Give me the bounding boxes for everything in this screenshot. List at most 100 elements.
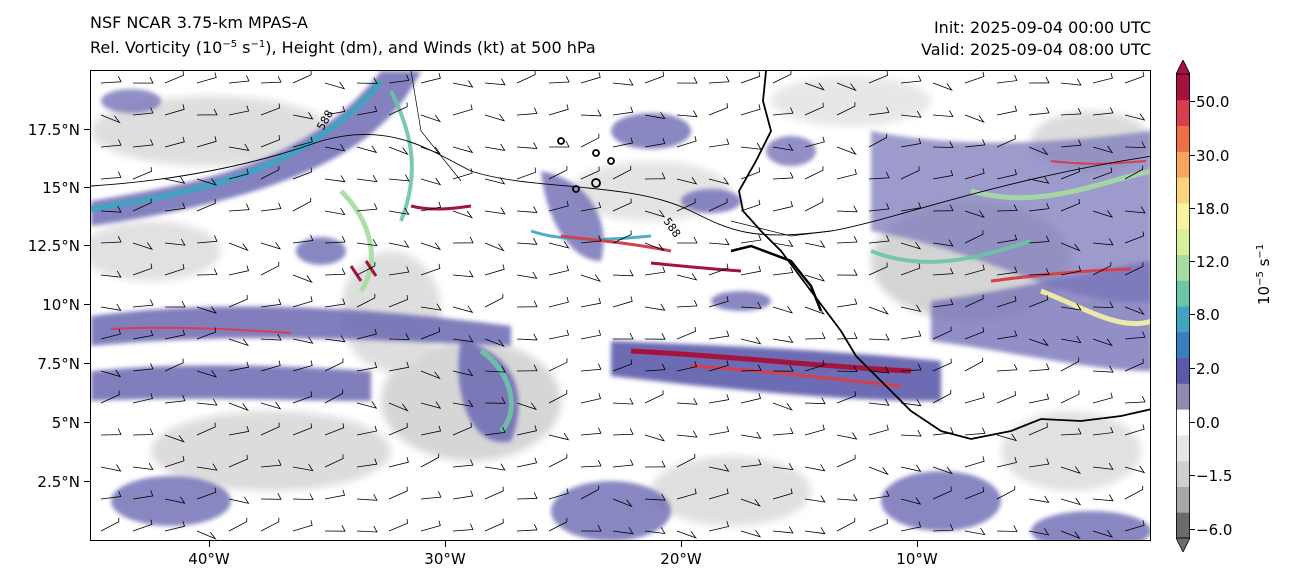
- wind-barb: [356, 458, 378, 468]
- wind-barb: [196, 487, 217, 500]
- wind-barb: [996, 204, 1018, 212]
- wind-barb: [228, 425, 250, 436]
- wind-barb: [932, 110, 954, 118]
- wind-barb: [804, 464, 826, 472]
- wind-barb: [548, 453, 568, 468]
- wind-barb: [260, 165, 280, 180]
- wind-barb: [1092, 462, 1114, 470]
- wind-barb: [1028, 146, 1049, 156]
- wind-barb: [932, 389, 952, 404]
- wind-barb: [1028, 363, 1050, 372]
- colorbar-segment: [1176, 177, 1190, 204]
- colorbar-tick-label: −1.5: [1196, 467, 1233, 485]
- colorbar-segment: [1176, 74, 1190, 101]
- wind-barb: [292, 493, 314, 501]
- wind-barb: [996, 266, 1018, 276]
- wind-barb: [484, 264, 505, 276]
- wind-barb: [900, 330, 922, 340]
- wind-barb: [292, 463, 314, 472]
- colorbar-tick-mark: [1189, 368, 1195, 369]
- wind-barb: [964, 392, 985, 404]
- border: [410, 71, 462, 182]
- wind-barb: [1092, 107, 1114, 116]
- wind-barb: [1124, 358, 1144, 372]
- wind-barb: [324, 298, 346, 308]
- wind-barb: [324, 489, 346, 500]
- wind-barb: [644, 493, 666, 501]
- wind-barb: [324, 207, 346, 216]
- lat-tick-mark: [84, 363, 90, 364]
- wind-barb: [996, 234, 1018, 244]
- wind-barb: [196, 306, 218, 314]
- wind-barb: [612, 78, 634, 86]
- wind-barb: [132, 519, 153, 532]
- wind-barb: [356, 293, 376, 308]
- wind-barb: [868, 490, 890, 500]
- wind-barb: [676, 136, 697, 148]
- wind-barb: [836, 236, 858, 244]
- wind-barb: [260, 459, 282, 468]
- wind-barb: [548, 517, 568, 532]
- wind-barb: [516, 523, 538, 532]
- wind-barb: [132, 242, 154, 250]
- wind-barb: [740, 393, 762, 404]
- wind-barb: [452, 80, 474, 88]
- wind-barb: [676, 76, 698, 84]
- colorbar-extend-min: [1176, 537, 1190, 552]
- wind-barb: [1060, 107, 1082, 116]
- wind-barb: [388, 422, 408, 436]
- wind-barb: [1092, 392, 1113, 404]
- wind-barb: [100, 205, 122, 213]
- wind-barb: [932, 141, 954, 148]
- wind-barb: [548, 389, 568, 404]
- wind-barb: [420, 72, 441, 84]
- wind-barb: [1060, 78, 1082, 86]
- wind-barb: [1124, 113, 1146, 121]
- wind-barb: [964, 168, 985, 180]
- wind-barb: [196, 72, 217, 84]
- wind-barb: [484, 78, 506, 86]
- wind-barb: [580, 485, 600, 500]
- wind-barb: [388, 266, 410, 276]
- wind-barb: [452, 490, 474, 500]
- wind-barb: [452, 305, 474, 313]
- wind-barb: [548, 104, 569, 116]
- lon-tick-mark: [445, 541, 446, 547]
- wind-barb: [516, 402, 538, 411]
- wind-barb: [932, 426, 954, 436]
- wind-barb: [644, 434, 666, 442]
- wind-barb: [836, 454, 856, 468]
- wind-barb: [1060, 303, 1082, 311]
- wind-barb: [132, 428, 154, 436]
- wind-barb: [356, 203, 378, 212]
- wind-barb: [772, 143, 794, 151]
- wind-barb: [292, 336, 314, 344]
- wind-barb: [964, 357, 984, 372]
- wind-barb: [612, 459, 634, 468]
- wind-barb: [388, 333, 410, 340]
- wind-barb: [612, 397, 634, 405]
- wind-barb: [676, 530, 697, 539]
- wind-barb: [996, 457, 1018, 468]
- wind-barb: [1060, 265, 1082, 276]
- strong-vorticity-filaments: [91, 79, 1150, 433]
- colorbar-extend-max: [1176, 60, 1190, 75]
- wind-barb: [1028, 528, 1050, 536]
- colorbar-label: 10−5 s−1: [1255, 243, 1273, 305]
- wind-barb: [388, 174, 410, 182]
- wind-barb: [612, 137, 634, 148]
- wind-barb: [868, 519, 889, 532]
- wind-barb: [836, 517, 856, 532]
- wind-barb: [580, 109, 602, 117]
- wind-barb: [452, 523, 474, 532]
- wind-barb: [164, 395, 186, 404]
- wind-barb: [836, 205, 858, 213]
- wind-barb: [516, 206, 538, 213]
- wind-barb: [804, 166, 824, 180]
- wind-barb: [356, 77, 378, 85]
- wind-barb: [516, 142, 538, 149]
- wind-barb: [452, 368, 474, 377]
- wind-barb: [196, 398, 218, 406]
- wind-barb: [516, 238, 538, 245]
- wind-barb: [420, 263, 441, 276]
